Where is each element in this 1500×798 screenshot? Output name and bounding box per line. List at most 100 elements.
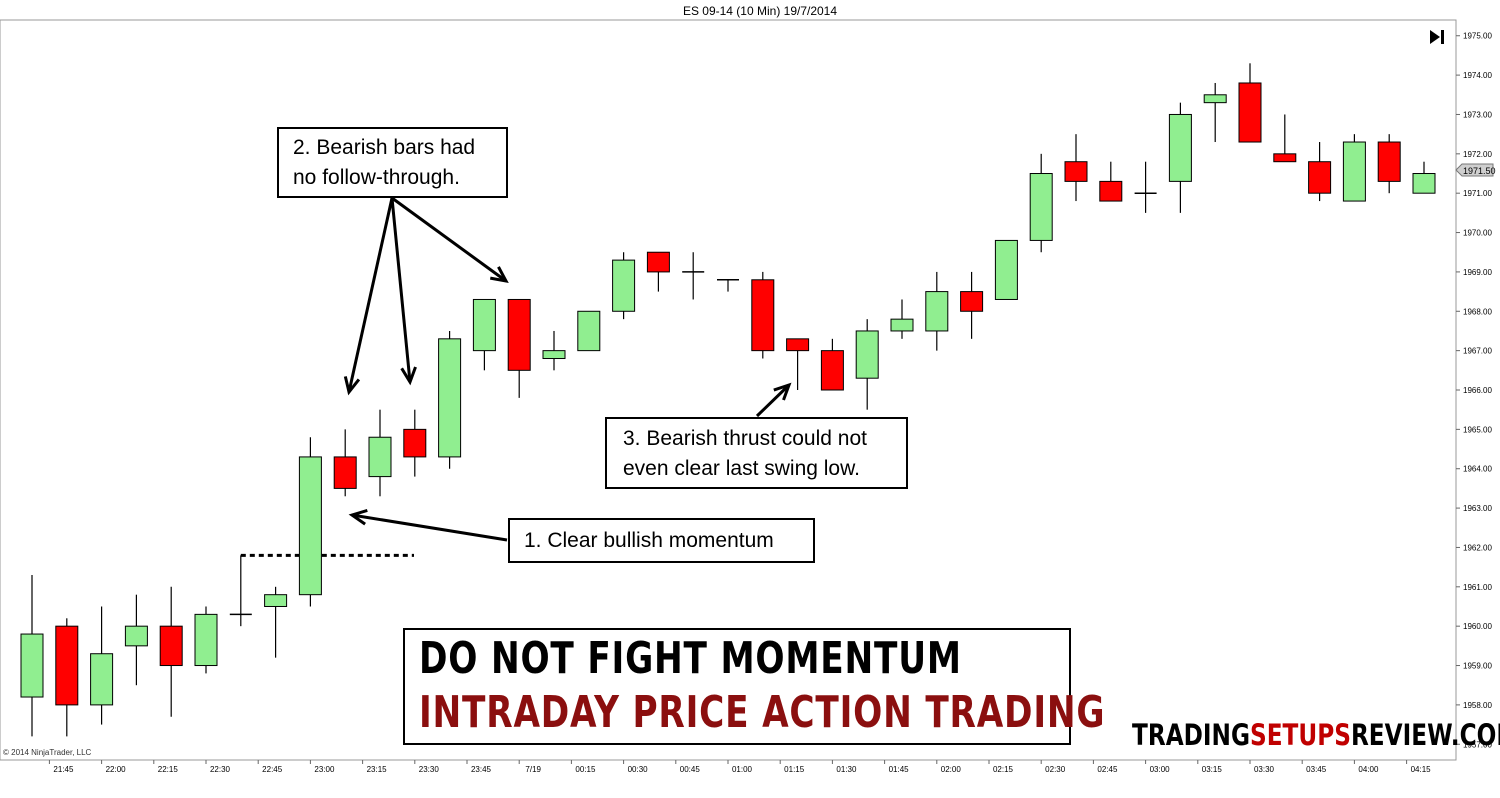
y-tick-label: 1957.00 (1463, 740, 1492, 749)
candle-down (1377, 141, 1401, 182)
candle-up (612, 259, 636, 312)
x-tick-label: 03:30 (1254, 765, 1275, 774)
x-tick-label: 04:00 (1358, 765, 1379, 774)
candle-down (646, 251, 670, 273)
brand-part-2: SETUPS (1250, 718, 1351, 752)
arrow-2b (390, 197, 412, 383)
brand-part-3: REVIEW.COM (1350, 718, 1500, 752)
x-tick-label: 03:15 (1202, 765, 1223, 774)
candle-up (20, 633, 44, 698)
annotation-2-line2: no follow-through. (293, 166, 460, 189)
x-tick-label: 03:45 (1306, 765, 1327, 774)
x-tick-label: 03:00 (1150, 765, 1171, 774)
y-tick-label: 1975.00 (1463, 32, 1492, 41)
y-axis: 1957.00 1958.00 1959.00 1960.00 1961.00 1962.… (1456, 32, 1492, 749)
candle-down (507, 298, 531, 371)
candle-up (577, 310, 601, 352)
x-tick-label: 02:45 (1097, 765, 1118, 774)
annotation-arrows (343, 196, 792, 542)
y-tick-label: 1960.00 (1463, 622, 1492, 631)
candle-down (786, 338, 810, 352)
x-tick-label: 04:15 (1411, 765, 1432, 774)
annotation-2-box: 2. Bearish bars had no follow-through. (277, 127, 508, 198)
annotation-2-line1: 2. Bearish bars had (293, 136, 476, 159)
x-tick-label: 01:00 (732, 765, 753, 774)
x-tick-label: 01:15 (784, 765, 805, 774)
y-tick-label: 1966.00 (1463, 386, 1492, 395)
candle-up (994, 239, 1018, 300)
annotation-1-box: 1. Clear bullish momentum (508, 518, 815, 563)
candle-down (403, 428, 427, 458)
title-box: DO NOT FIGHT MOMENTUM INTRADAY PRICE ACT… (403, 628, 1106, 745)
x-tick-label: 22:30 (210, 765, 231, 774)
last-price-label: 1971.50 (1463, 166, 1496, 176)
y-tick-label: 1962.00 (1463, 543, 1492, 552)
annotation-3-line2: even clear last swing low. (623, 457, 860, 480)
candle-up (90, 653, 114, 706)
candle-up (298, 456, 322, 596)
candle-down (333, 456, 357, 489)
y-tick-label: 1959.00 (1463, 662, 1492, 671)
y-tick-label: 1971.00 (1463, 189, 1492, 198)
y-tick-label: 1968.00 (1463, 307, 1492, 316)
candle-up (264, 594, 288, 607)
x-tick-label: 22:45 (262, 765, 283, 774)
x-axis: 21:45 22:00 22:15 22:30 22:45 23:00 23:15 23:30… (0, 759, 1456, 774)
annotation-3-line1: 3. Bearish thrust could not (623, 427, 867, 450)
candle-down (159, 625, 183, 667)
x-tick-label: 00:15 (575, 765, 596, 774)
candle-up (1203, 94, 1227, 104)
candle-up (1412, 173, 1436, 194)
candle-down (1238, 82, 1262, 143)
candle-down (960, 291, 984, 312)
candle-down (55, 625, 79, 706)
chart-title: ES 09-14 (10 Min) 19/7/2014 (683, 4, 837, 18)
candle-down (1099, 180, 1123, 202)
arrow-3 (755, 383, 791, 418)
candle-up (438, 338, 462, 458)
skip-to-end-icon[interactable] (1430, 30, 1444, 44)
candle-up (1029, 173, 1053, 241)
x-tick-label: 23:30 (419, 765, 440, 774)
title-line-1: DO NOT FIGHT MOMENTUM (419, 633, 962, 684)
x-tick-label: 23:00 (314, 765, 335, 774)
y-tick-label: 1972.00 (1463, 150, 1492, 159)
arrow-2c (391, 196, 507, 283)
candle-up (925, 291, 949, 332)
arrow-2a-head (343, 376, 361, 396)
x-tick-label: 7/19 (525, 765, 541, 774)
candle-up (890, 318, 914, 332)
x-tick-label: 02:30 (1045, 765, 1066, 774)
candle-down (1273, 153, 1297, 163)
arrow-2a (347, 197, 394, 393)
candle-up (1168, 113, 1192, 182)
x-tick-label: 02:15 (993, 765, 1014, 774)
candle-up (1342, 141, 1366, 202)
x-tick-label: 21:45 (53, 765, 74, 774)
candle-up (855, 330, 879, 379)
candle-up (542, 350, 566, 360)
y-tick-label: 1967.00 (1463, 347, 1492, 356)
y-tick-label: 1974.00 (1463, 71, 1492, 80)
x-tick-label: 02:00 (941, 765, 962, 774)
y-tick-label: 1958.00 (1463, 701, 1492, 710)
title-line-2: INTRADAY PRICE ACTION TRADING (419, 687, 1106, 738)
x-tick-label: 23:15 (367, 765, 388, 774)
y-tick-label: 1973.00 (1463, 110, 1492, 119)
arrow-3-head (773, 382, 792, 401)
y-tick-label: 1970.00 (1463, 229, 1492, 238)
arrow-1 (351, 513, 508, 542)
candle-down (820, 350, 844, 391)
candle-up (194, 613, 218, 667)
x-tick-label: 01:30 (836, 765, 857, 774)
x-tick-label: 01:45 (889, 765, 910, 774)
candle-up (124, 625, 148, 647)
brand-part-1: TRADING (1132, 718, 1250, 752)
candle-up (368, 436, 392, 478)
copyright-label: © 2014 NinjaTrader, LLC (3, 748, 92, 757)
arrow-2b-head (400, 366, 417, 386)
x-tick-label: 22:00 (106, 765, 127, 774)
candle-down (751, 279, 775, 352)
y-tick-label: 1961.00 (1463, 583, 1492, 592)
x-tick-label: 00:30 (628, 765, 649, 774)
